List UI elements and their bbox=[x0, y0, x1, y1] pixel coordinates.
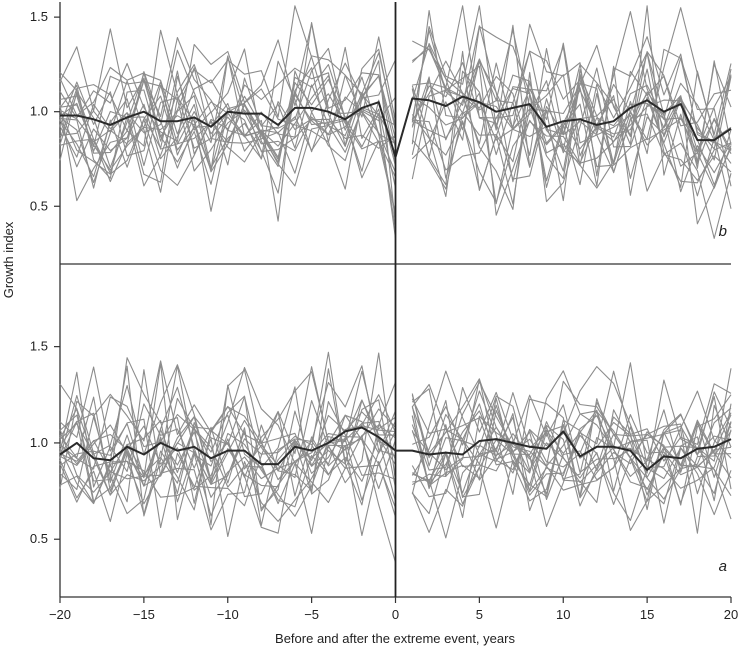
individual-series-16-before bbox=[59, 383, 396, 503]
x-tick-label: 20 bbox=[724, 607, 738, 622]
individual-series-18-after bbox=[411, 391, 732, 511]
individual-series-13-after bbox=[411, 10, 732, 172]
individual-series-15-before bbox=[59, 396, 397, 537]
individual-series-22-after bbox=[411, 5, 732, 176]
panel-b bbox=[59, 5, 732, 239]
individual-series-21-before bbox=[59, 351, 397, 489]
individual-series-19-after bbox=[411, 380, 732, 506]
panel-a bbox=[59, 351, 732, 563]
x-tick-label: 10 bbox=[556, 607, 570, 622]
individual-series-20-after bbox=[411, 52, 732, 216]
individual-series-15-after bbox=[411, 397, 732, 524]
y-tick-label: 1.0 bbox=[30, 104, 48, 119]
individual-series-19-after bbox=[412, 24, 732, 173]
individual-series-22-before bbox=[59, 381, 397, 493]
individual-series-2-before bbox=[59, 28, 396, 167]
axis-ticks: 0.5 1.0 1.5 0.5 1.0 1.5 −20 −15 −10 −5 0 5 10 15 20 bbox=[30, 9, 738, 622]
individual-series-13-after bbox=[411, 370, 732, 495]
individual-series-17-after bbox=[411, 366, 732, 471]
individual-series-14-before bbox=[59, 352, 397, 534]
y-tick-label: 1.5 bbox=[30, 339, 48, 354]
individual-series-19-before bbox=[59, 52, 397, 171]
individual-series-1-after bbox=[411, 23, 732, 177]
individual-series-22-after bbox=[412, 394, 732, 531]
x-tick-label: −15 bbox=[133, 607, 155, 622]
individual-series-21-after bbox=[411, 7, 732, 168]
individual-series-18-before bbox=[59, 362, 396, 523]
x-tick-label: 0 bbox=[392, 607, 399, 622]
mean-series-after bbox=[395, 430, 732, 471]
individual-series-7-after bbox=[412, 65, 732, 225]
individual-series-11-before bbox=[59, 364, 396, 517]
panel-label-a: a bbox=[719, 558, 727, 575]
mean-series-before bbox=[60, 101, 397, 158]
y-axis-title: Growth index bbox=[1, 221, 16, 298]
x-tick-label: −20 bbox=[49, 607, 71, 622]
individual-series-12-before bbox=[59, 80, 397, 215]
individual-series-11-after bbox=[412, 362, 732, 520]
x-axis-title: Before and after the extreme event, year… bbox=[275, 631, 515, 646]
individual-series-17-after bbox=[411, 29, 732, 239]
individual-series-16-after bbox=[411, 378, 732, 489]
individual-series-18-before bbox=[59, 56, 397, 178]
individual-series-20-after bbox=[411, 403, 732, 505]
individual-series-5-after bbox=[411, 379, 732, 496]
mean-series-before bbox=[59, 426, 397, 466]
individual-series-8-before bbox=[59, 384, 396, 526]
individual-series-6-before bbox=[59, 29, 396, 174]
individual-series-14-after bbox=[411, 51, 732, 198]
individual-series-14-before bbox=[59, 64, 396, 179]
individual-series-20-before bbox=[59, 70, 397, 222]
y-tick-label: 0.5 bbox=[30, 198, 48, 213]
x-tick-label: −5 bbox=[304, 607, 319, 622]
x-tick-label: 15 bbox=[640, 607, 654, 622]
x-tick-label: 5 bbox=[476, 607, 483, 622]
x-tick-label: −10 bbox=[217, 607, 239, 622]
y-tick-label: 1.0 bbox=[30, 435, 48, 450]
individual-series-1-before bbox=[59, 36, 397, 142]
individual-series-21-before bbox=[59, 22, 397, 140]
individual-series-19-before bbox=[59, 360, 396, 489]
mean-series-after bbox=[394, 95, 732, 158]
y-tick-label: 1.5 bbox=[30, 9, 48, 24]
individual-series-20-before bbox=[59, 394, 397, 529]
individual-series-16-before bbox=[59, 23, 397, 169]
y-tick-label: 0.5 bbox=[30, 531, 48, 546]
panel-label-b: b bbox=[719, 223, 727, 240]
individual-series-9-before bbox=[59, 437, 397, 538]
